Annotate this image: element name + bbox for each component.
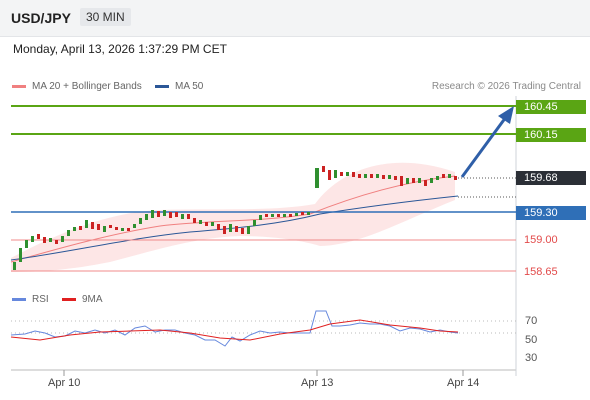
chart-header: USD/JPY 30 MIN [0,0,590,37]
candlesticks [13,166,457,270]
ma50-label: MA 50 [175,81,204,92]
projection-arrow-line [460,116,508,178]
rsi-label: RSI [32,294,49,305]
ma50-swatch [155,85,169,88]
price-tag-current: 159.68 [516,171,586,185]
bollinger-band-area [11,162,455,272]
x-label-apr13: Apr 13 [301,377,334,389]
rsi-tick-50: 50 [525,334,538,346]
ma9-label: 9MA [82,294,103,305]
x-label-apr10: Apr 10 [48,377,81,389]
x-label-apr14: Apr 14 [447,377,480,389]
currency-pair-title: USD/JPY [11,10,71,26]
ma-bollinger-swatch [12,85,26,88]
ma-bollinger-label: MA 20 + Bollinger Bands [32,81,142,92]
legend-ma50: MA 50 [155,81,203,92]
price-tag-resistance-1: 160.15 [516,128,586,142]
rsi-swatch [12,298,26,301]
legend-9ma: 9MA [62,294,103,305]
rsi-tick-70: 70 [525,315,538,327]
chart-datetime: Monday, April 13, 2026 1:37:29 PM CET [13,42,227,56]
rsi-9ma-line [10,319,459,341]
research-credit: Research © 2026 Trading Central [431,81,581,92]
ma9-swatch [62,298,76,301]
timeframe-badge[interactable]: 30 MIN [80,8,131,26]
rsi-line [10,310,459,347]
price-tag-resistance-2: 160.45 [516,100,586,114]
ma20-line [10,175,456,263]
price-tag-support-2: 158.65 [524,266,558,278]
price-tag-pivot: 159.30 [516,206,586,220]
price-tag-support-1: 159.00 [524,234,558,246]
legend-rsi: RSI [12,294,49,305]
legend-ma-bollinger: MA 20 + Bollinger Bands [12,81,142,92]
projection-arrow-head [498,106,514,124]
rsi-tick-30: 30 [525,352,538,364]
